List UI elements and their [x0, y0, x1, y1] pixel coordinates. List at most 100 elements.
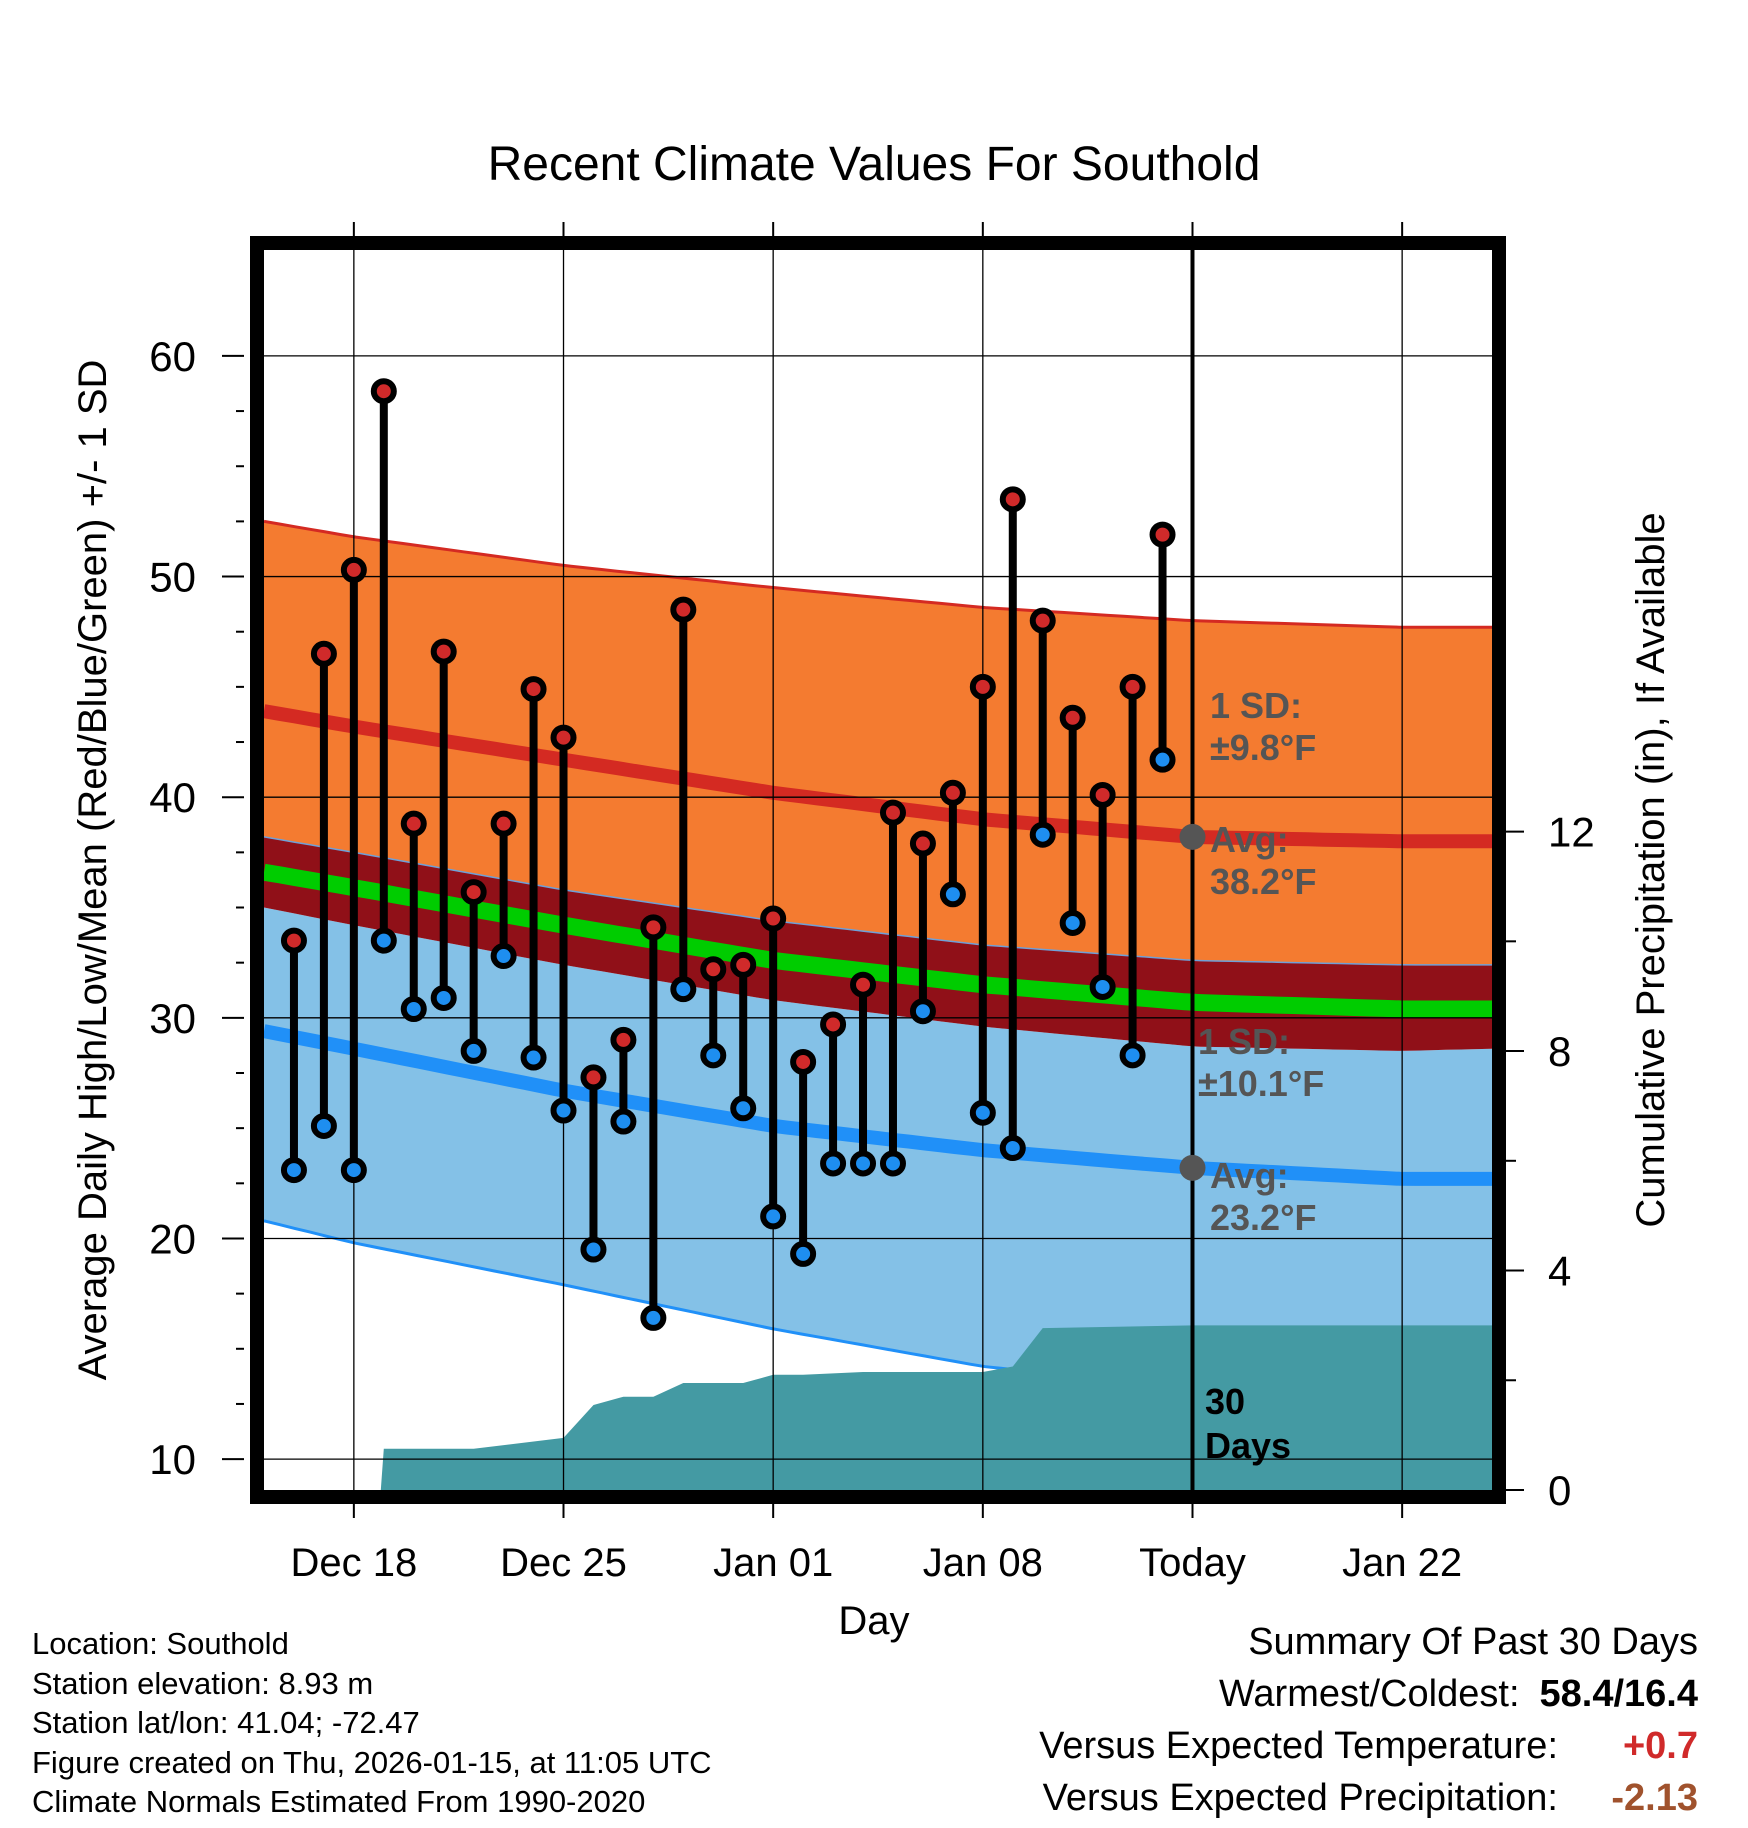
low-point — [400, 996, 427, 1023]
days-count: 30 — [1205, 1381, 1245, 1422]
y2-tick-label: 0 — [1548, 1467, 1571, 1514]
high-point — [850, 971, 877, 998]
days-word: Days — [1205, 1425, 1291, 1466]
low-point — [820, 1150, 847, 1177]
low-point — [310, 1112, 337, 1139]
created-text: Figure created on Thu, 2026-01-15, at 11… — [32, 1744, 712, 1780]
high-point — [700, 956, 727, 983]
y-axis-label: Average Daily High/Low/Mean (Red/Blue/Gr… — [71, 360, 115, 1381]
high-sd-label: 1 SD: — [1210, 685, 1302, 726]
low-point — [999, 1135, 1026, 1162]
plot-frame — [250, 236, 1506, 1504]
high-sd-band — [264, 521, 1492, 965]
low-sd-label: 1 SD: — [1198, 1021, 1290, 1062]
data-marks — [280, 378, 1176, 1331]
low-point — [939, 881, 966, 908]
y-tick-label: 30 — [149, 995, 196, 1042]
low-point — [700, 1042, 727, 1069]
high-point — [1029, 607, 1056, 634]
high-point — [1059, 704, 1086, 731]
high-point — [879, 799, 906, 826]
location-text: Location: Southold — [32, 1626, 289, 1661]
low-point — [550, 1097, 577, 1124]
axes: 10 20 30 40 50 60 0 4 8 12 Dec 18 Dec 25 Jan 01 Jan 0… — [71, 222, 1673, 1643]
y2-tick-label: 4 — [1548, 1248, 1571, 1295]
mean-upper-edge — [264, 836, 1492, 966]
low-sd-value: ±10.1°F — [1198, 1063, 1324, 1104]
low-normal-line — [264, 1024, 1492, 1186]
high-point — [790, 1048, 817, 1075]
low-point — [370, 927, 397, 954]
warm-cold-label: Warmest/Coldest: — [1218, 1673, 1520, 1715]
precip-anomaly-value: -2.13 — [1611, 1777, 1698, 1819]
high-point — [909, 830, 936, 857]
high-point — [490, 810, 517, 837]
low-point — [280, 1157, 307, 1184]
x-axis-label: Day — [838, 1599, 909, 1643]
summary-warm-cold-row: Warmest/Coldest: 58.4/16.4 — [1039, 1668, 1698, 1720]
low-point — [730, 1095, 757, 1122]
normals-text: Climate Normals Estimated From 1990-2020 — [32, 1784, 646, 1819]
high-point — [280, 927, 307, 954]
low-point — [1089, 973, 1116, 1000]
high-avg-value: 38.2°F — [1210, 861, 1316, 902]
precip-area — [264, 1325, 1492, 1490]
high-point — [550, 724, 577, 751]
high-point — [969, 673, 996, 700]
low-point — [909, 998, 936, 1025]
summary-panel: Summary Of Past 30 Days Warmest/Coldest:… — [1039, 1616, 1698, 1824]
station-info: Location: Southold Station elevation: 8.… — [32, 1624, 712, 1822]
x-tick-label: Jan 22 — [1342, 1541, 1462, 1585]
y-tick-label: 60 — [149, 333, 196, 380]
high-point — [1149, 521, 1176, 548]
high-point — [370, 378, 397, 405]
x-tick-label: Dec 18 — [290, 1541, 417, 1585]
y-tick-label: 20 — [149, 1215, 196, 1262]
summary-precip-row: Versus Expected Precipitation: -2.13 — [1039, 1772, 1698, 1824]
low-point — [490, 943, 517, 970]
high-point — [939, 779, 966, 806]
high-point — [730, 951, 757, 978]
high-point — [460, 879, 487, 906]
low-point — [340, 1157, 367, 1184]
high-point — [820, 1011, 847, 1038]
latlon-text: Station lat/lon: 41.04; -72.47 — [32, 1705, 420, 1740]
summary-title: Summary Of Past 30 Days — [1248, 1621, 1698, 1663]
low-point — [879, 1150, 906, 1177]
temp-label: Versus Expected Temperature: — [1039, 1725, 1558, 1767]
low-point — [1059, 909, 1086, 936]
y-tick-label: 50 — [149, 554, 196, 601]
high-point — [520, 676, 547, 703]
warm-cold-value: 58.4/16.4 — [1539, 1673, 1698, 1715]
x-tick-label: Jan 01 — [713, 1541, 833, 1585]
high-point — [1089, 781, 1116, 808]
high-point — [999, 486, 1026, 513]
low-point — [1149, 746, 1176, 773]
high-avg-marker — [1179, 823, 1206, 850]
high-normal-line — [264, 704, 1492, 849]
precip-label: Versus Expected Precipitation: — [1042, 1777, 1558, 1819]
elevation-text: Station elevation: 8.93 m — [32, 1665, 374, 1701]
high-point — [760, 905, 787, 932]
summary-temp-row: Versus Expected Temperature: +0.7 — [1039, 1720, 1698, 1772]
temp-anomaly-value: +0.7 — [1622, 1725, 1698, 1767]
y2-tick-label: 12 — [1548, 809, 1595, 856]
low-point — [670, 976, 697, 1003]
low-point — [640, 1304, 667, 1331]
low-point — [580, 1236, 607, 1263]
high-sd-value: ±9.8°F — [1210, 727, 1316, 768]
high-upper-line — [264, 519, 1492, 629]
low-point — [1119, 1042, 1146, 1069]
high-point — [340, 556, 367, 583]
plot-area — [264, 250, 1492, 1490]
high-point — [640, 914, 667, 941]
high-point — [310, 640, 337, 667]
low-point — [850, 1150, 877, 1177]
low-avg-value: 23.2°F — [1210, 1197, 1316, 1238]
y2-tick-label: 8 — [1548, 1028, 1571, 1075]
low-point — [790, 1240, 817, 1267]
high-point — [580, 1064, 607, 1091]
low-avg-label: Avg: — [1210, 1155, 1289, 1196]
